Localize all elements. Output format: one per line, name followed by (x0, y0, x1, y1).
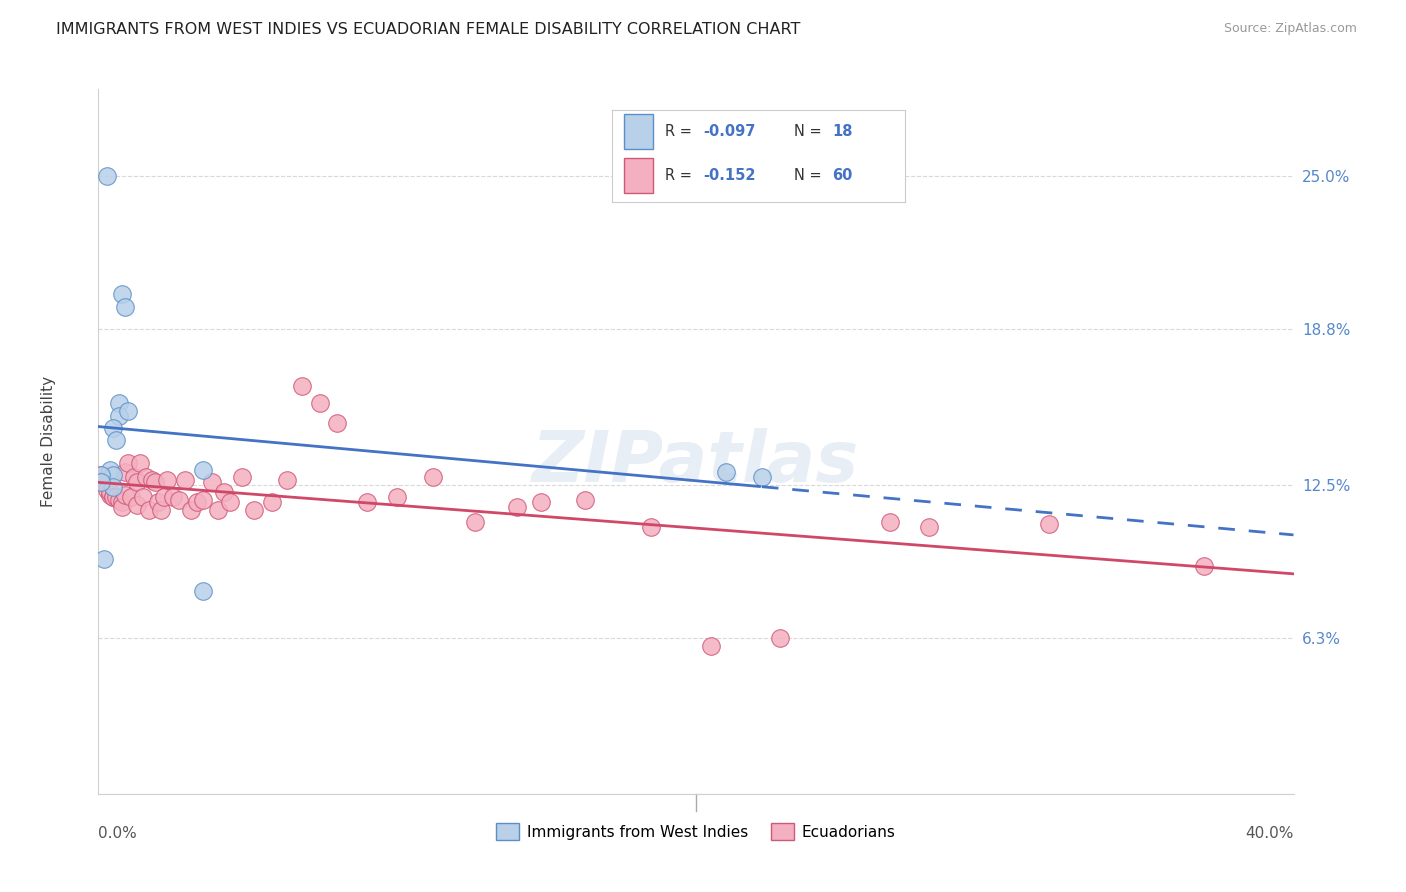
Legend: Immigrants from West Indies, Ecuadorians: Immigrants from West Indies, Ecuadorians (491, 817, 901, 847)
Point (640, 520, 662, 534)
Text: N =: N = (794, 124, 827, 139)
Point (141, 473, 163, 487)
Point (530, 495, 553, 509)
Point (186, 495, 208, 509)
Point (114, 466, 136, 480)
Text: R =: R = (665, 124, 696, 139)
Point (108, 396, 131, 410)
Point (260, 495, 283, 509)
Point (108, 492, 131, 507)
Point (422, 470, 444, 484)
Point (308, 396, 330, 410)
Point (135, 470, 157, 484)
Point (464, 515, 486, 529)
Point (111, 495, 134, 509)
Point (127, 498, 149, 512)
Point (90, 475, 112, 490)
Point (148, 495, 170, 509)
Point (96, 483, 118, 497)
FancyBboxPatch shape (624, 158, 654, 193)
Text: IMMIGRANTS FROM WEST INDIES VS ECUADORIAN FEMALE DISABILITY CORRELATION CHART: IMMIGRANTS FROM WEST INDIES VS ECUADORIA… (56, 22, 800, 37)
Text: -0.097: -0.097 (703, 124, 755, 139)
Point (167, 492, 190, 507)
Point (207, 502, 229, 516)
Point (93, 552, 115, 566)
Point (103, 467, 125, 482)
Point (127, 475, 149, 490)
Point (114, 488, 136, 502)
Point (108, 409, 131, 423)
Point (103, 480, 125, 494)
Text: R =: R = (665, 168, 696, 183)
Point (356, 495, 378, 509)
Point (132, 490, 155, 504)
FancyBboxPatch shape (624, 114, 654, 149)
Point (114, 300, 136, 314)
Point (105, 490, 128, 504)
Point (111, 500, 134, 514)
Point (162, 490, 184, 504)
Text: Female Disability: Female Disability (41, 376, 56, 508)
Point (180, 502, 202, 516)
Point (117, 403, 139, 417)
Point (219, 495, 242, 509)
Point (276, 473, 298, 487)
Point (879, 515, 901, 529)
Point (714, 466, 737, 480)
Text: ZIPatlas: ZIPatlas (533, 428, 859, 497)
Point (326, 416, 349, 430)
Point (111, 287, 134, 301)
Point (1192, 559, 1215, 574)
Point (100, 463, 122, 477)
Text: 18: 18 (832, 124, 852, 139)
Point (191, 584, 214, 599)
Text: -0.152: -0.152 (703, 168, 755, 183)
Point (751, 470, 773, 484)
Point (385, 490, 409, 504)
Point (212, 485, 235, 500)
Point (138, 502, 160, 516)
Point (96, 169, 118, 183)
Point (90, 467, 112, 482)
Point (174, 473, 197, 487)
Point (231, 470, 253, 484)
Point (191, 463, 214, 477)
Point (103, 421, 125, 435)
Text: Source: ZipAtlas.com: Source: ZipAtlas.com (1223, 22, 1357, 36)
Point (291, 379, 314, 393)
Point (96, 478, 118, 492)
Point (93, 473, 115, 487)
Point (153, 490, 176, 504)
Text: 60: 60 (832, 168, 852, 183)
Point (1038, 517, 1060, 532)
Point (100, 485, 122, 500)
Point (103, 490, 125, 504)
Point (918, 520, 941, 534)
Point (105, 434, 128, 448)
Point (124, 470, 146, 484)
Point (201, 475, 224, 490)
Text: 0.0%: 0.0% (98, 826, 138, 840)
Point (143, 475, 166, 490)
Point (506, 500, 529, 514)
Point (243, 502, 266, 516)
Point (117, 456, 139, 470)
Point (120, 490, 142, 504)
Point (129, 456, 152, 470)
Text: 40.0%: 40.0% (1246, 826, 1294, 840)
Point (156, 473, 179, 487)
Point (150, 502, 173, 516)
Point (700, 639, 723, 653)
Text: N =: N = (794, 168, 827, 183)
Point (769, 631, 792, 645)
Point (90, 467, 112, 482)
Point (191, 492, 214, 507)
Point (100, 488, 122, 502)
Point (574, 492, 596, 507)
Point (103, 490, 125, 504)
